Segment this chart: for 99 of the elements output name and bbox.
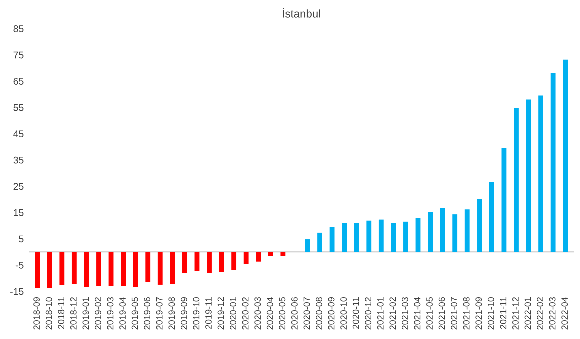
x-tick-label: 2019-08 — [168, 297, 176, 330]
bar — [60, 252, 65, 285]
x-tick-label: 2021-02 — [390, 298, 396, 330]
bar — [182, 252, 188, 274]
x-tick-label: 2021-10 — [488, 297, 494, 330]
bar — [133, 252, 138, 288]
x-tick-label: 2019-02 — [95, 298, 102, 330]
x-tick-label: 2022-02 — [537, 298, 544, 330]
x-tick-label: 2019-06 — [144, 297, 151, 330]
x-tick-label: 2018-09 — [34, 298, 40, 330]
x-tick-label: 2019-03 — [107, 297, 114, 330]
y-tick-label: 75 — [14, 52, 24, 59]
x-tick-label: 2020-03 — [254, 297, 262, 330]
x-tick-label: 2020-08 — [316, 297, 322, 330]
bar — [563, 60, 568, 252]
bar — [342, 223, 348, 252]
x-tick-label: 2018-10 — [46, 297, 52, 330]
bar — [416, 218, 421, 252]
bar — [526, 100, 532, 252]
x-tick-label: 2020-07 — [304, 298, 310, 330]
x-tick-label: 2021-08 — [463, 297, 470, 330]
bar — [330, 227, 335, 252]
bar — [514, 108, 519, 252]
bar — [268, 252, 274, 256]
bar — [378, 220, 384, 252]
bar — [244, 252, 249, 264]
bar — [35, 252, 40, 288]
bar — [84, 252, 90, 288]
x-tick-label: 2021-12 — [512, 298, 519, 330]
x-tick-label: 2020-09 — [328, 298, 335, 330]
x-tick-label: 2020-04 — [266, 297, 274, 330]
y-tick-label: -15 — [10, 288, 24, 296]
x-tick-label: 2021-11 — [500, 298, 507, 330]
bar — [47, 252, 52, 288]
x-tick-label: 2021-03 — [402, 297, 408, 330]
x-tick-label: 2022-04 — [562, 297, 568, 330]
bar — [232, 252, 237, 270]
x-tick-label: 2021-06 — [438, 297, 446, 330]
x-tick-label: 2020-05 — [279, 297, 286, 330]
bar — [477, 199, 482, 252]
y-tick-label: 35 — [14, 156, 24, 164]
bar — [207, 252, 212, 274]
x-tick-label: 2018-11 — [58, 298, 65, 330]
bar — [489, 182, 494, 252]
bar — [158, 252, 163, 285]
bar — [256, 252, 262, 262]
x-tick-label: 2020-12 — [365, 298, 372, 330]
bar — [170, 252, 176, 284]
bar — [108, 252, 114, 286]
y-tick-label: 65 — [14, 78, 24, 85]
x-tick-label: 2022-01 — [524, 298, 532, 330]
bar — [428, 212, 433, 252]
x-tick-label: 2018-12 — [70, 298, 77, 330]
bar — [391, 223, 396, 252]
y-tick-label: -5 — [16, 262, 24, 269]
x-tick-label: 2021-09 — [476, 298, 482, 330]
bar — [404, 222, 408, 252]
x-tick-label: 2019-09 — [180, 298, 188, 330]
bar — [366, 220, 372, 252]
x-tick-label: 2020-11 — [352, 298, 360, 330]
y-tick-label: 45 — [14, 130, 24, 138]
bar — [72, 252, 77, 284]
bar — [146, 252, 151, 282]
x-tick-label: 2021-05 — [426, 297, 433, 330]
x-tick-label: 2022-03 — [549, 297, 556, 330]
bar — [502, 148, 507, 252]
y-tick-label: 5 — [19, 236, 24, 243]
x-tick-label: 2020-10 — [340, 297, 347, 330]
x-tick-label: 2019-10 — [193, 297, 200, 330]
bar — [538, 96, 544, 252]
bar — [219, 252, 224, 272]
y-tick-label: 85 — [14, 26, 24, 32]
x-tick-label: 2019-12 — [218, 298, 224, 330]
bar — [440, 208, 446, 252]
bar — [318, 232, 322, 252]
chart-title: İstanbul — [283, 8, 320, 18]
x-tick-label: 2020-02 — [242, 298, 249, 330]
x-tick-label: 2019-11 — [206, 298, 212, 330]
y-tick-label: 25 — [14, 183, 24, 190]
y-tick-label: 55 — [14, 104, 24, 112]
bar — [121, 252, 126, 286]
bar — [280, 252, 286, 256]
y-tick-label: 15 — [14, 210, 24, 216]
x-tick-label: 2019-04 — [120, 297, 126, 330]
x-tick-label: 2020-01 — [230, 298, 236, 330]
bar — [194, 252, 200, 272]
x-tick-label: 2021-04 — [414, 297, 421, 330]
bar — [354, 223, 360, 252]
x-tick-label: 2021-07 — [451, 298, 458, 330]
x-tick-label: 2019-01 — [82, 298, 90, 330]
bar — [452, 214, 458, 252]
bar — [305, 240, 310, 252]
bar — [96, 252, 102, 286]
x-tick-label: 2021-01 — [377, 298, 384, 330]
bar — [464, 210, 470, 252]
bar — [550, 73, 556, 252]
x-tick-label: 2019-07 — [156, 298, 163, 330]
x-tick-label: 2019-05 — [132, 297, 138, 330]
x-tick-label: 2020-06 — [291, 297, 298, 330]
